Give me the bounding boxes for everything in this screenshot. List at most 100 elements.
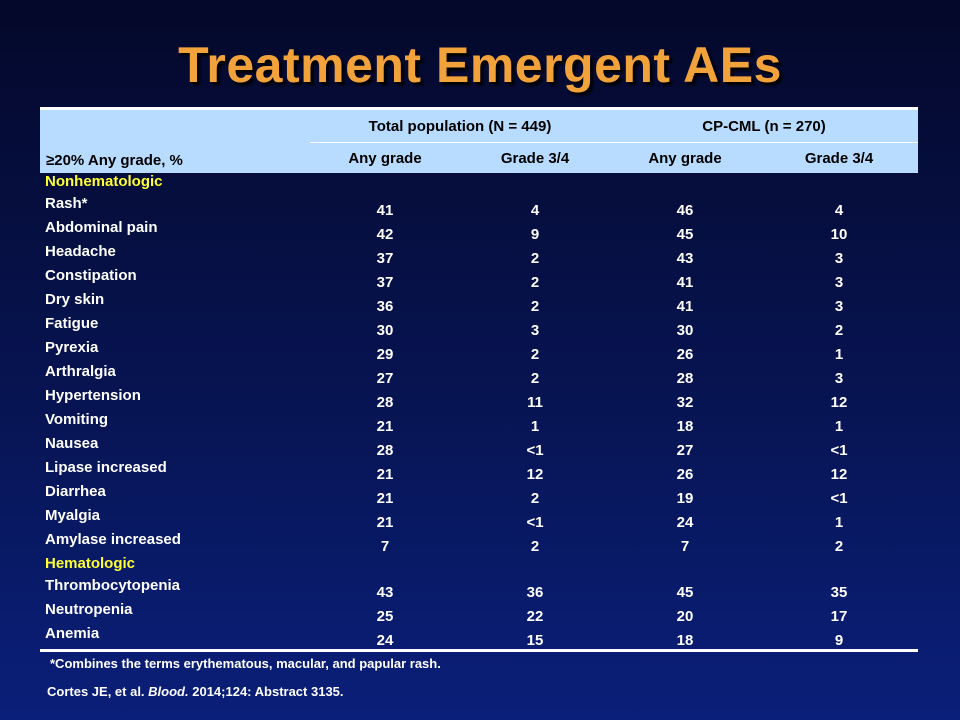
total-any-grade-value: 21 [376, 418, 394, 435]
table-body: Nonhematologic Rash* 41 4 46 4 Abdominal pain 4… [40, 173, 918, 652]
adverse-event-name: Amylase increased [45, 531, 181, 548]
total-any-grade-value: 29 [376, 346, 394, 363]
section-row: Hematologic [40, 555, 918, 577]
total-any-grade-value: 30 [376, 322, 394, 339]
table-row: Anemia 24 15 18 9 [40, 625, 918, 652]
cpcml-grade-3-4-value: 10 [830, 226, 848, 243]
total-any-grade-value: 37 [376, 250, 394, 267]
adverse-event-name: Dry skin [45, 291, 105, 308]
cpcml-grade-3-4-value: 1 [834, 346, 844, 363]
cpcml-any-grade-value: 18 [676, 418, 694, 435]
total-any-grade-value: 41 [376, 202, 394, 219]
adverse-event-name: Anemia [40, 625, 310, 652]
table-row: Headache 37 2 43 3 [40, 243, 918, 267]
total-grade-3-4-value: 3 [530, 322, 540, 339]
total-grade-3-4-value: 2 [530, 298, 540, 315]
adverse-events-table: ≥20% Any grade, % Total population (N = … [40, 107, 918, 652]
group-header-cp-cml: CP-CML (n = 270) [610, 107, 918, 143]
cpcml-grade-3-4-value: 1 [834, 514, 844, 531]
total-grade-3-4-value: 2 [530, 490, 540, 507]
cpcml-grade-3-4-value: 2 [834, 538, 844, 555]
citation-journal: Blood. [148, 684, 189, 699]
corner-label: ≥20% Any grade, % [40, 107, 310, 173]
total-any-grade-value: 28 [376, 394, 394, 411]
total-any-grade-value: 42 [376, 226, 394, 243]
cpcml-grade-3-4-value: 2 [834, 322, 844, 339]
adverse-event-name: Myalgia [45, 507, 101, 524]
subheader-total-grade-3-4: Grade 3/4 [460, 142, 610, 173]
total-grade-3-4-value: 2 [530, 370, 540, 387]
subheader-total-any-grade: Any grade [310, 142, 460, 173]
cpcml-grade-3-4-value: <1 [830, 490, 848, 507]
cpcml-grade-3-4-value: 3 [834, 370, 844, 387]
table-row: Fatigue 30 3 30 2 [40, 315, 918, 339]
section-label: Nonhematologic [45, 173, 163, 190]
table-row: Constipation 37 2 41 3 [40, 267, 918, 291]
cpcml-grade-3-4-value: 1 [834, 418, 844, 435]
citation: Cortes JE, et al. Blood. 2014;124: Abstr… [47, 684, 344, 699]
section-row: Nonhematologic [40, 173, 918, 195]
footnote: *Combines the terms erythematous, macula… [50, 656, 441, 671]
total-any-grade-value: 21 [376, 466, 394, 483]
cpcml-any-grade-value: 41 [676, 274, 694, 291]
total-any-grade-value: 36 [376, 298, 394, 315]
slide-title: Treatment Emergent AEs [178, 37, 782, 93]
cpcml-any-grade-value: 20 [676, 608, 694, 625]
total-grade-3-4-value: <1 [526, 442, 544, 459]
total-grade-3-4-value: 22 [526, 608, 544, 625]
total-any-grade-value: 28 [376, 442, 394, 459]
cpcml-any-grade-value: 26 [676, 346, 694, 363]
table-header-sub-row: Any grade Grade 3/4 Any grade Grade 3/4 [40, 142, 918, 173]
adverse-event-name: Neutropenia [45, 601, 133, 618]
total-grade-3-4-value: 1 [530, 418, 540, 435]
cpcml-any-grade-value: 30 [676, 322, 694, 339]
table-row: Neutropenia 25 22 20 17 [40, 601, 918, 625]
table-row: Lipase increased 21 12 26 12 [40, 459, 918, 483]
table-row: Hypertension 28 11 32 12 [40, 387, 918, 411]
cpcml-any-grade-value: 43 [676, 250, 694, 267]
total-any-grade-value: 25 [376, 608, 394, 625]
cpcml-any-grade-value: 32 [676, 394, 694, 411]
cpcml-grade-3-4-value: 9 [760, 625, 918, 652]
adverse-event-name: Nausea [45, 435, 99, 452]
citation-authors: Cortes JE, et al. [47, 684, 145, 699]
adverse-event-name: Abdominal pain [45, 219, 158, 236]
table-row: Nausea 28 <1 27 <1 [40, 435, 918, 459]
group-header-total-population: Total population (N = 449) [310, 107, 610, 143]
table-row: Pyrexia 29 2 26 1 [40, 339, 918, 363]
total-grade-3-4-value: 2 [530, 538, 540, 555]
total-any-grade-value: 21 [376, 490, 394, 507]
total-grade-3-4-value: 12 [526, 466, 544, 483]
total-grade-3-4-value: 9 [530, 226, 540, 243]
subheader-cpcml-any-grade: Any grade [610, 142, 760, 173]
adverse-event-name: Diarrhea [45, 483, 106, 500]
total-any-grade-value: 24 [310, 625, 460, 652]
total-any-grade-value: 21 [376, 514, 394, 531]
total-grade-3-4-value: 2 [530, 274, 540, 291]
table-header-group-row: ≥20% Any grade, % Total population (N = … [40, 107, 918, 173]
table-row: Myalgia 21 <1 24 1 [40, 507, 918, 531]
total-grade-3-4-value: 11 [527, 394, 543, 411]
total-grade-3-4-value: <1 [526, 514, 544, 531]
total-grade-3-4-value: 15 [460, 625, 610, 652]
total-any-grade-value: 7 [380, 538, 390, 555]
adverse-event-name: Vomiting [45, 411, 109, 428]
adverse-event-name: Pyrexia [45, 339, 99, 356]
total-grade-3-4-value: 2 [530, 250, 540, 267]
adverse-event-name: Hypertension [45, 387, 141, 404]
total-grade-3-4-value: 2 [530, 346, 540, 363]
cpcml-grade-3-4-value: <1 [830, 442, 848, 459]
cpcml-any-grade-value: 46 [676, 202, 694, 219]
cpcml-any-grade-value: 7 [680, 538, 690, 555]
cpcml-any-grade-value: 45 [676, 584, 694, 601]
section-label: Hematologic [45, 555, 136, 572]
cpcml-grade-3-4-value: 12 [830, 394, 848, 411]
cpcml-any-grade-value: 19 [676, 490, 694, 507]
table-row: Rash* 41 4 46 4 [40, 195, 918, 219]
cpcml-any-grade-value: 45 [676, 226, 694, 243]
cpcml-grade-3-4-value: 35 [830, 584, 848, 601]
cpcml-any-grade-value: 26 [676, 466, 694, 483]
adverse-event-name: Rash* [45, 195, 88, 212]
subheader-cpcml-grade-3-4: Grade 3/4 [760, 142, 918, 173]
adverse-event-name: Constipation [45, 267, 137, 284]
